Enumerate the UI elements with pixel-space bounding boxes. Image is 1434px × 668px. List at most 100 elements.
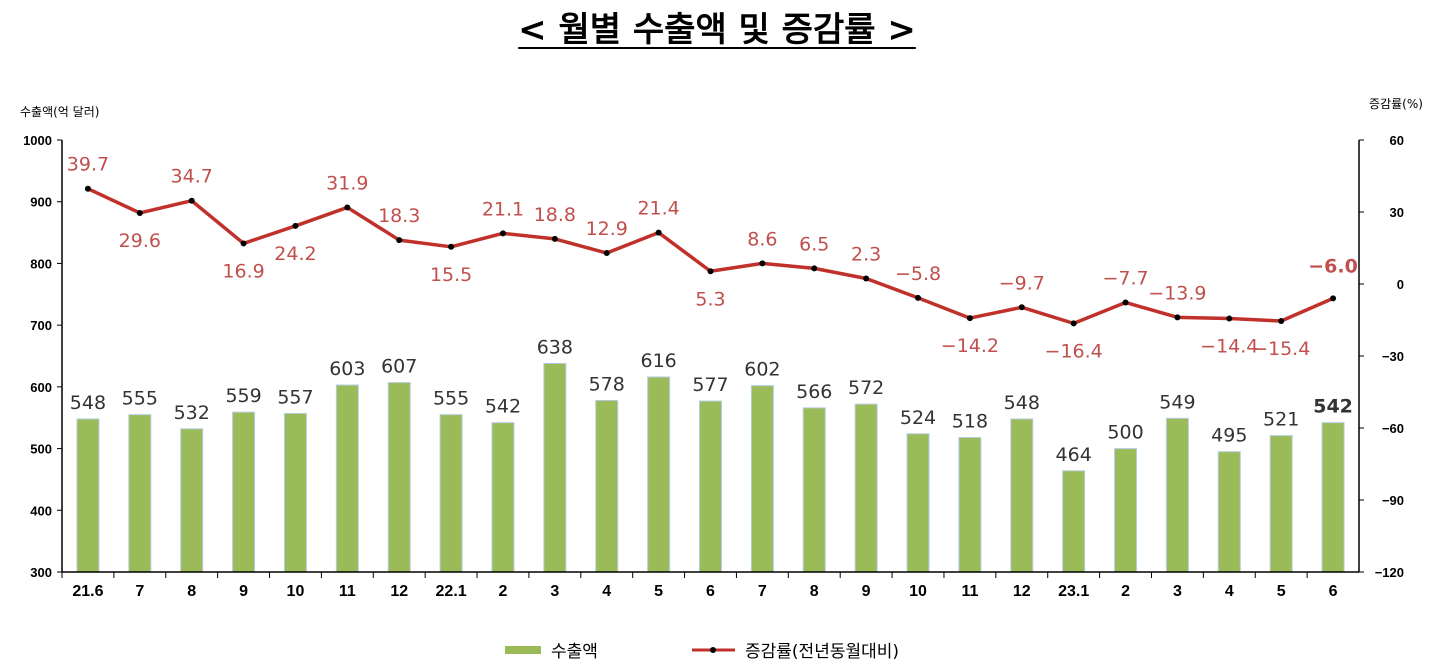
bar — [699, 400, 722, 573]
bar — [958, 436, 982, 573]
legend-line-label: 증감률(전년동월대비) — [745, 642, 899, 662]
bar — [128, 414, 152, 573]
rate-point — [863, 275, 870, 282]
rate-point — [966, 315, 973, 322]
bar-value-label: 542 — [1313, 396, 1353, 418]
rate-point — [655, 229, 662, 236]
rate-value-label: 12.9 — [586, 218, 628, 240]
rate-point — [292, 222, 299, 229]
rate-value-label: 24.2 — [274, 243, 316, 265]
left-tick-label: 700 — [30, 318, 52, 333]
rate-value-label: 21.4 — [637, 198, 679, 220]
rate-value-label: 5.3 — [695, 288, 725, 310]
x-tick-label: 4 — [1225, 583, 1234, 600]
bar-value-label: 521 — [1263, 409, 1299, 431]
bar — [647, 376, 671, 573]
rate-point — [499, 230, 506, 237]
rate-point — [811, 265, 818, 272]
bar-value-label: 548 — [1004, 392, 1040, 414]
bar — [439, 414, 463, 573]
x-tick-label: 7 — [135, 583, 144, 600]
rate-value-label: 31.9 — [326, 172, 368, 194]
bar — [1165, 417, 1189, 573]
bar-value-label: 495 — [1211, 425, 1247, 447]
bar — [802, 407, 826, 573]
rate-point — [1174, 314, 1181, 321]
rate-value-label: 18.3 — [378, 205, 420, 227]
left-tick-label: 400 — [30, 503, 52, 518]
bar — [1269, 435, 1293, 573]
rate-value-label: 34.7 — [171, 166, 213, 188]
x-tick-label: 22.1 — [436, 583, 467, 600]
x-tick-label: 6 — [706, 583, 715, 600]
bar-value-label: 548 — [70, 392, 106, 414]
bar — [1114, 448, 1138, 573]
x-tick-label: 5 — [654, 583, 663, 600]
bar-value-label: 577 — [692, 374, 728, 396]
x-tick-label: 3 — [1173, 583, 1182, 600]
bar-value-label: 549 — [1159, 391, 1195, 413]
right-tick-label: −30 — [1382, 349, 1404, 364]
right-tick-label: 30 — [1390, 205, 1404, 220]
rate-point — [1018, 304, 1025, 311]
bars — [76, 362, 1345, 573]
bar — [335, 384, 359, 573]
rate-point — [1330, 295, 1337, 302]
bar — [283, 412, 307, 573]
rate-value-label: −14.2 — [941, 335, 999, 357]
axes — [61, 140, 1360, 573]
bar-value-label: 518 — [952, 410, 988, 432]
bar-value-label: 500 — [1107, 422, 1143, 444]
x-tick-label: 2 — [499, 583, 508, 600]
left-axis-ticks: 300 400 500 600 700 800 900 1000 — [23, 133, 62, 580]
right-tick-label: 0 — [1397, 277, 1404, 292]
rate-point — [396, 237, 403, 244]
bar-value-label: 557 — [277, 386, 313, 408]
right-tick-label: −60 — [1382, 421, 1404, 436]
x-tick-label: 4 — [602, 583, 611, 600]
x-tick-label: 9 — [862, 583, 871, 600]
bar-value-label: 607 — [381, 356, 417, 378]
bar-value-label: 555 — [122, 388, 158, 410]
bar — [387, 382, 411, 573]
bar-value-label: 555 — [433, 388, 469, 410]
left-tick-label: 900 — [30, 195, 52, 210]
bar — [543, 362, 567, 573]
bar-value-label: 524 — [900, 407, 936, 429]
rate-point — [188, 197, 195, 204]
rate-value-label: 21.1 — [482, 198, 524, 220]
bar — [1217, 451, 1241, 573]
bar — [232, 411, 256, 573]
rate-point — [551, 235, 558, 242]
rate-point — [1122, 299, 1129, 306]
x-tick-label: 9 — [239, 583, 248, 600]
left-tick-label: 600 — [30, 380, 52, 395]
x-tick-label: 6 — [1329, 583, 1338, 600]
bar-value-label: 638 — [537, 336, 573, 358]
bar — [76, 418, 100, 573]
x-tick-label: 12 — [1013, 583, 1031, 600]
legend-bar-swatch — [505, 646, 541, 654]
rate-value-label: −5.8 — [895, 263, 941, 285]
chart-title-text: < 월별 수출액 및 증감률 > — [518, 10, 916, 50]
bar — [595, 399, 619, 573]
rate-point — [759, 260, 766, 267]
bar — [854, 403, 878, 573]
x-tick-label: 21.6 — [72, 583, 103, 600]
rate-point — [448, 243, 455, 250]
legend-bar-label: 수출액 — [551, 642, 598, 662]
x-tick-label: 2 — [1121, 583, 1130, 600]
bar-value-label: 532 — [174, 402, 210, 424]
rate-point — [1278, 317, 1285, 324]
rate-point — [1226, 315, 1233, 322]
bar — [491, 422, 515, 573]
x-tick-label: 23.1 — [1058, 583, 1089, 600]
x-tick-label: 11 — [339, 583, 356, 600]
rate-point — [603, 250, 610, 257]
rate-value-label: −6.0 — [1308, 255, 1358, 277]
rate-value-label: −9.7 — [999, 272, 1045, 294]
rate-value-label: 39.7 — [67, 154, 109, 176]
right-tick-label: −90 — [1382, 493, 1404, 508]
bar-value-label: 464 — [1056, 444, 1092, 466]
